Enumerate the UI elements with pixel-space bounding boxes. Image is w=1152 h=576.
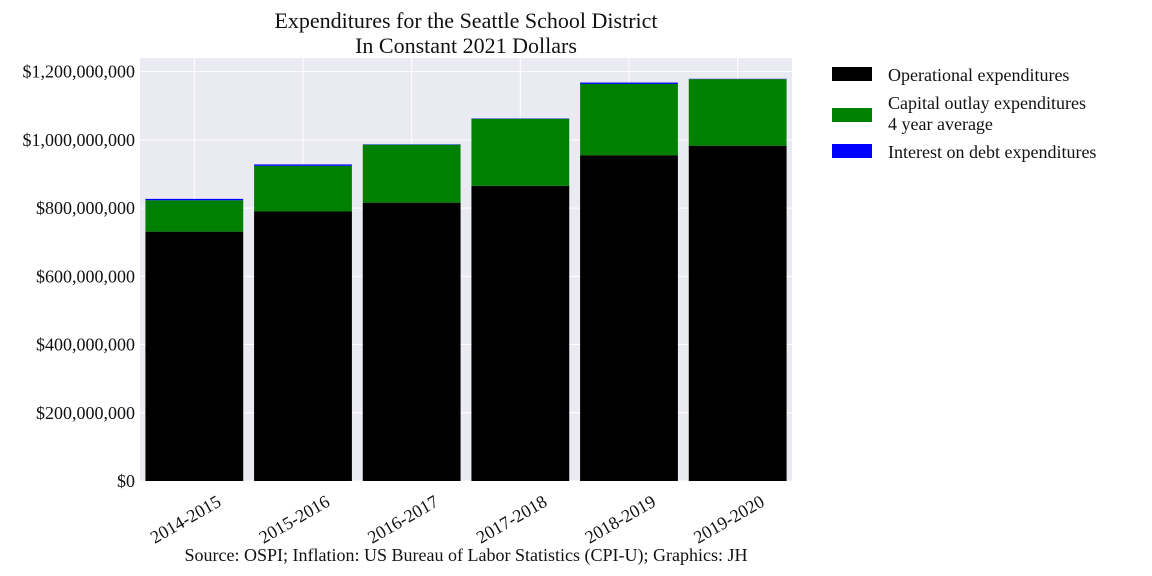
legend-label-capital: Capital outlay expenditures (888, 93, 1086, 113)
legend-label-operational: Operational expenditures (888, 65, 1069, 85)
x-tick-label: 2019-2020 (690, 491, 768, 547)
legend-swatch-interest (832, 144, 872, 158)
y-tick-label: $0 (117, 471, 135, 491)
bar-segment-s0-2019-2020 (688, 145, 787, 481)
plot-area (140, 58, 792, 481)
x-tick-label: 2017-2018 (473, 491, 551, 547)
bar-segment-s0-2017-2018 (471, 185, 570, 481)
source-note: Source: OSPI; Inflation: US Bureau of La… (185, 545, 748, 566)
bar-segment-s1-2019-2020 (688, 79, 787, 146)
x-tick-label: 2018-2019 (581, 491, 659, 547)
bar-segment-s1-2018-2019 (580, 83, 678, 156)
x-tick-label: 2014-2015 (147, 491, 225, 547)
x-axis: 2014-2015 2015-2016 2016-2017 2017-2018 2018… (147, 491, 768, 547)
chart-title: Expenditures for the Seattle School Dist… (274, 8, 657, 33)
legend-label-interest: Interest on debt expenditures (888, 142, 1096, 162)
y-tick-label: $600,000,000 (36, 266, 135, 286)
bar-segment-s0-2015-2016 (254, 211, 352, 482)
y-tick-label: $1,000,000,000 (23, 130, 136, 150)
x-tick-label: 2016-2017 (364, 491, 442, 547)
bar-segment-s1-2014-2015 (145, 200, 244, 232)
bar-segment-s2-2014-2015 (145, 198, 244, 201)
chart-subtitle: In Constant 2021 Dollars (355, 33, 577, 58)
bar-segment-s0-2016-2017 (362, 202, 461, 481)
bar-segment-s0-2014-2015 (145, 231, 244, 481)
bar-segment-s1-2016-2017 (362, 144, 461, 203)
bar-segment-s2-2015-2016 (254, 164, 352, 166)
bar-segment-s1-2017-2018 (471, 118, 570, 186)
y-axis: $0 $200,000,000 $400,000,000 $600,000,000 $8… (23, 62, 136, 491)
y-tick-label: $200,000,000 (36, 403, 135, 423)
legend: Operational expenditures Capital outlay … (832, 65, 1096, 162)
bar-segment-s1-2015-2016 (254, 165, 352, 212)
legend-label-capital-line2: 4 year average (888, 114, 993, 134)
y-tick-label: $1,200,000,000 (23, 62, 136, 82)
bar-segment-s0-2018-2019 (580, 155, 678, 481)
x-tick-label: 2015-2016 (255, 491, 333, 547)
y-tick-label: $400,000,000 (36, 335, 135, 355)
legend-swatch-capital (832, 108, 872, 122)
bar-segment-s2-2018-2019 (580, 82, 678, 84)
y-tick-label: $800,000,000 (36, 198, 135, 218)
bars (145, 78, 787, 482)
legend-swatch-operational (832, 67, 872, 81)
